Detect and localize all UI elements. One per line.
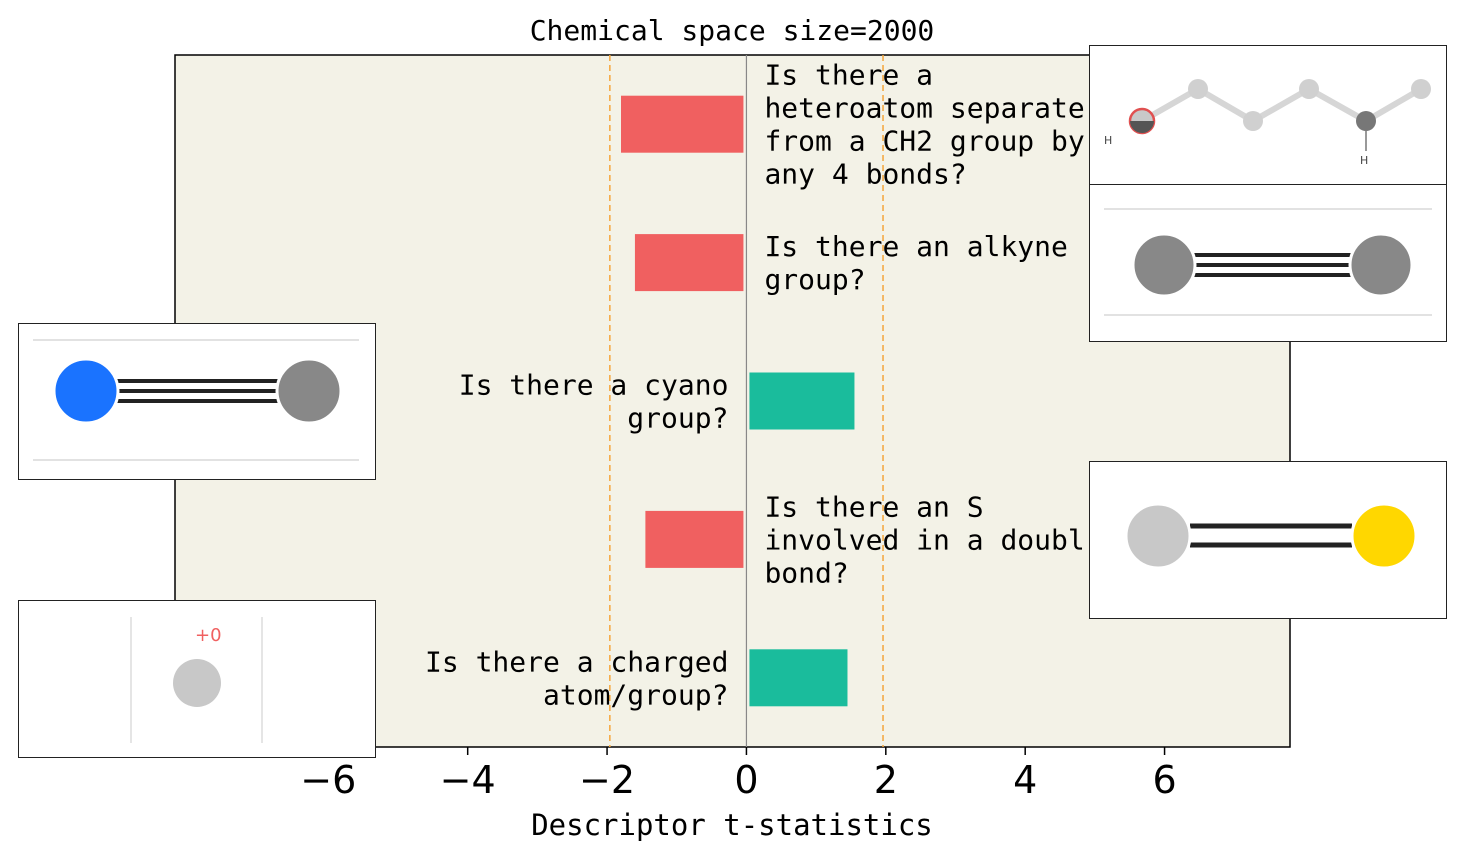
x-tick-label: −4 — [440, 758, 496, 802]
thione-molecule-image — [1089, 461, 1447, 619]
bar — [749, 649, 848, 707]
alkyne-molecule-image — [1089, 184, 1447, 342]
bar-label-line: Is there a charged — [425, 645, 728, 678]
cyano-molecule-drawing — [33, 339, 359, 461]
amine-h-label: H — [1360, 154, 1368, 167]
heteroatom-molecule-image: H H — [1089, 45, 1447, 185]
charged-atom-image: +0 — [18, 600, 376, 758]
x-tick-label: 4 — [1013, 758, 1037, 802]
heteroatom-molecule-drawing: H H — [1104, 79, 1431, 167]
x-tick-label: 2 — [874, 758, 898, 802]
bar-label-line: from a CH2 group by — [764, 125, 1084, 158]
bar-label-line: involved in a doubl — [764, 523, 1084, 556]
chart-title: Chemical space size=2000 — [530, 14, 935, 47]
bar — [621, 95, 744, 153]
charged-atom-drawing: +0 — [130, 617, 263, 743]
bar-label-line: group? — [764, 263, 865, 296]
bar-label: Is there a heteroatom separate from a CH2 … — [764, 59, 1084, 191]
cyano-molecule-image — [18, 323, 376, 480]
bar-label: Is there a cyano group? — [459, 369, 729, 435]
bar — [645, 510, 744, 568]
charge-label: +0 — [195, 625, 222, 646]
x-tick-label: −2 — [579, 758, 635, 802]
x-tick-label: 6 — [1152, 758, 1176, 802]
bar-label-line: Is there an S — [764, 490, 983, 523]
heteroatom-h-label: H — [1104, 134, 1112, 147]
thione-molecule-drawing — [1124, 502, 1418, 570]
alkyne-molecule-drawing — [1104, 208, 1432, 316]
bar-label-line: bond? — [764, 556, 848, 589]
bar — [749, 372, 855, 430]
bar-label-line: Is there a cyano — [459, 369, 729, 402]
bar-label: Is there an alkyne group? — [764, 230, 1067, 296]
bar-label-line: Is there an alkyne — [764, 230, 1067, 263]
x-tick-label: −6 — [300, 758, 356, 802]
bar — [634, 234, 744, 292]
bar-label-line: group? — [627, 402, 728, 435]
bar-label-line: Is there a — [764, 59, 933, 92]
bar-label: Is there a charged atom/group? — [425, 645, 728, 711]
x-tick-label: 0 — [734, 758, 758, 802]
bar-label-line: atom/group? — [543, 678, 728, 711]
x-axis-label: Descriptor t-statistics — [531, 808, 933, 842]
bar-label-line: any 4 bonds? — [764, 158, 966, 191]
bar-label-line: heteroatom separate — [764, 92, 1084, 125]
